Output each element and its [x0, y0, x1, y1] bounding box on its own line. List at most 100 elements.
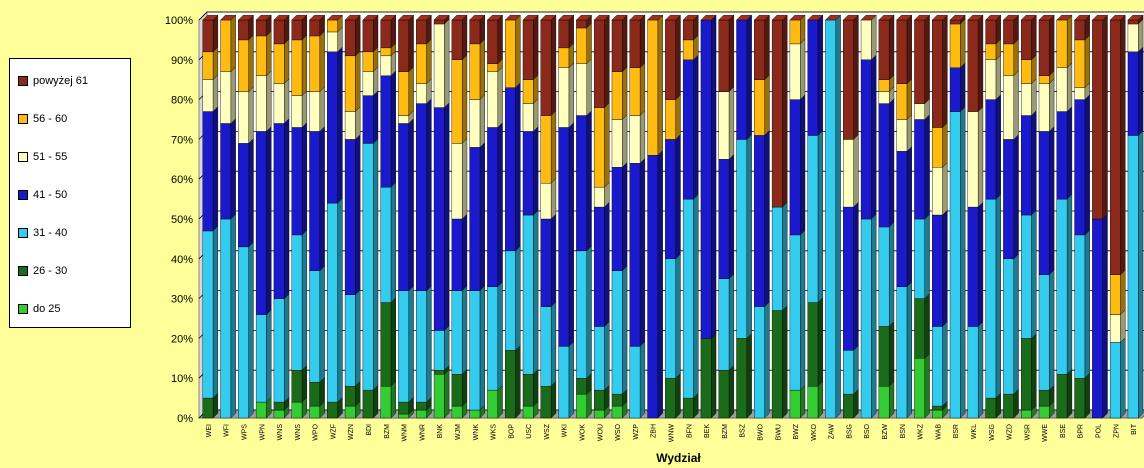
bar-segment-side: [835, 14, 841, 419]
bar-segment-face: [789, 43, 801, 100]
bar-segment-face: [736, 139, 748, 339]
bar-top: [807, 14, 824, 21]
bar-segment: [1020, 110, 1037, 216]
bar-segment-face: [985, 43, 997, 61]
bar-segment-side: [479, 285, 485, 411]
bar-segment-side: [461, 213, 468, 292]
y-tick-label: 20%: [171, 333, 193, 345]
bar-segment: [843, 134, 859, 208]
x-tick-label: WNW: [669, 424, 676, 443]
bar-segment: [238, 241, 254, 419]
bar-segment: [398, 118, 414, 292]
bar-segment-side: [728, 364, 735, 419]
bar-segment-side: [1102, 213, 1108, 419]
bar-top: [397, 14, 415, 21]
bar-segment-side: [853, 14, 859, 140]
bar-segment-face: [682, 39, 694, 61]
bar-segment: [291, 90, 308, 128]
bar-segment-face: [327, 51, 338, 204]
bar-segment-side: [497, 14, 503, 65]
bar-segment: [487, 281, 503, 391]
x-tick-label: WWE: [1042, 424, 1049, 442]
bar-segment-side: [782, 305, 788, 419]
bar-segment-side: [212, 14, 219, 53]
bar-segment-face: [611, 270, 623, 395]
bar-segment-face: [202, 397, 214, 419]
bar-segment-side: [942, 14, 948, 128]
bar-segment-side: [426, 285, 432, 403]
bar-segment-face: [576, 19, 587, 29]
bar-segment-face: [220, 71, 232, 124]
bar-segment-face: [451, 290, 463, 375]
bar-segment-side: [1066, 14, 1073, 69]
legend-item: 41 - 50: [18, 189, 67, 201]
bar-segment-face: [576, 63, 587, 116]
bar-segment: [522, 368, 539, 407]
bar-segment: [789, 14, 806, 45]
bar-segment-side: [995, 193, 1001, 399]
bar-segment-side: [817, 130, 823, 304]
bar-segment-side: [1049, 126, 1055, 276]
bar-segment-face: [522, 214, 534, 375]
bar-segment-side: [1031, 333, 1037, 411]
x-tick-label: WPO: [313, 423, 320, 440]
bar-segment-side: [942, 122, 948, 168]
bar-segment-face: [1092, 19, 1103, 220]
x-tick-label: BNK: [437, 424, 444, 439]
bar-segment-side: [800, 38, 806, 101]
bar-segment-face: [344, 294, 356, 387]
bar-segment-face: [576, 115, 587, 252]
bar-segment-side: [248, 241, 254, 419]
bar-segment-face: [682, 397, 694, 419]
bar-segment-face: [344, 385, 356, 407]
bar-top: [273, 14, 290, 21]
bar-segment-side: [390, 297, 396, 387]
bar-segment-face: [344, 111, 356, 140]
bar-segment-face: [540, 115, 552, 184]
bar-segment: [1056, 368, 1073, 419]
bar-segment: [1092, 213, 1108, 419]
bar-segment-face: [255, 75, 267, 132]
bar-segment-face: [576, 250, 587, 379]
bar-segment-side: [604, 321, 610, 391]
bar-segment-side: [693, 54, 699, 200]
bar-segment-side: [1066, 368, 1073, 419]
x-tick-label: WSR: [1024, 424, 1031, 440]
bar-segment-side: [533, 209, 539, 375]
bar-segment-face: [932, 19, 943, 128]
bar-segment: [1038, 269, 1055, 391]
bar-segment-face: [771, 19, 783, 208]
bar-segment-side: [604, 201, 610, 327]
bar-segment-side: [212, 46, 219, 81]
bar-segment: [754, 14, 770, 81]
legend-label: powyżej 61: [33, 75, 89, 87]
bar-segment-face: [398, 413, 409, 419]
x-tick-label: WFI: [224, 424, 231, 437]
bar-segment-side: [853, 345, 859, 395]
bar-segment: [433, 18, 450, 109]
bar-segment-face: [665, 139, 676, 259]
bar-segment-face: [718, 278, 730, 371]
bar-segment-side: [355, 134, 361, 296]
bar-segment-side: [1031, 78, 1037, 117]
bar-segment: [380, 181, 396, 304]
bar-segment-face: [273, 83, 285, 124]
bar-segment-face: [291, 19, 303, 41]
bar-segment-side: [639, 341, 646, 419]
bar-segment: [896, 14, 912, 85]
bar-segment-face: [273, 401, 285, 411]
bar-segment-face: [807, 302, 819, 387]
bar-segment-side: [711, 14, 717, 339]
bar-segment-face: [843, 19, 854, 140]
bar-segment-side: [1120, 14, 1126, 276]
x-tick-label: BEK: [704, 424, 711, 438]
bar-segment-side: [764, 130, 770, 308]
bar-segment-side: [1013, 134, 1019, 260]
bar-segment: [220, 14, 236, 73]
bar-segment: [665, 94, 681, 140]
bar-segment: [629, 157, 646, 347]
bar-segment: [718, 273, 735, 371]
bar-segment: [469, 142, 485, 292]
bar-segment-side: [675, 134, 681, 260]
bar-segment: [665, 372, 681, 419]
